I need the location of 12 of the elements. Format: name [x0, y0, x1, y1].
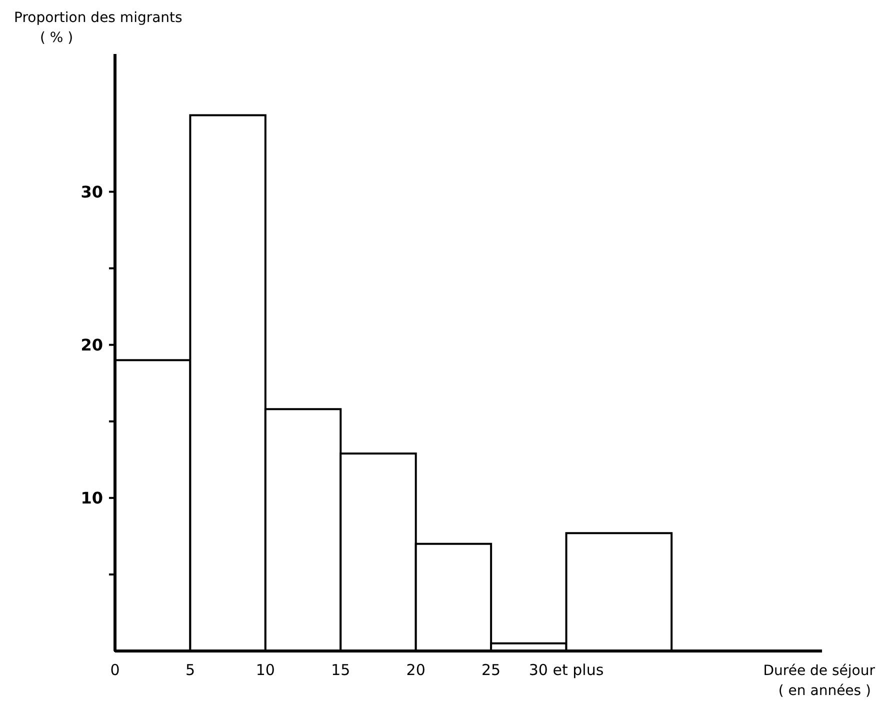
- x-axis-title: Durée de séjour ( en années ): [763, 663, 876, 699]
- y-axis-title: Proportion des migrants ( % ): [14, 10, 182, 46]
- y-tick-label: 30: [80, 182, 103, 202]
- x-tick-label: 10: [256, 661, 275, 679]
- x-tick-label: 15: [331, 661, 350, 679]
- x-tick-label: 30 et plus: [528, 661, 604, 679]
- x-tick-label: 20: [406, 661, 426, 679]
- x-tick-label: 5: [185, 661, 195, 679]
- y-tick-label: 20: [80, 335, 103, 354]
- x-tick-label: 25: [482, 661, 501, 679]
- x-tick-label: 0: [110, 661, 120, 679]
- y-tick-label: 10: [80, 488, 103, 508]
